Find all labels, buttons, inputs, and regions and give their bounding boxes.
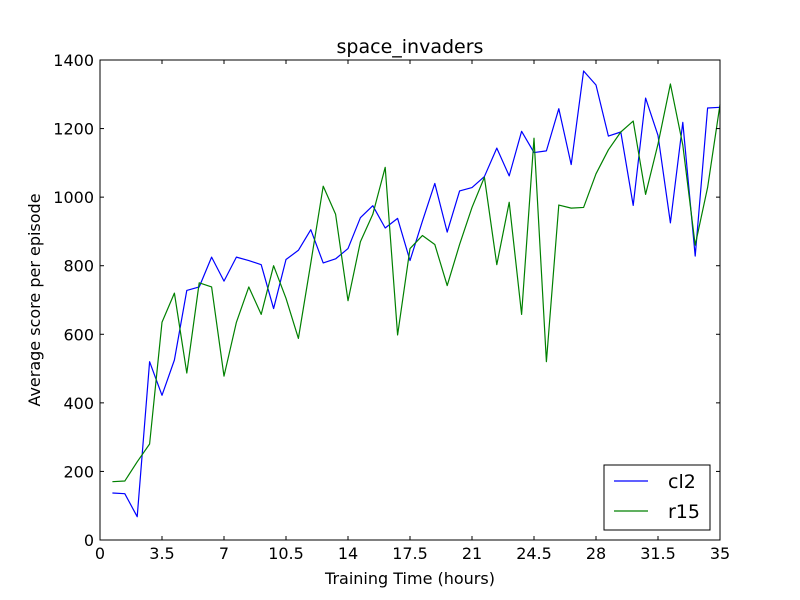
x-tick-label: 35 <box>710 544 730 563</box>
x-tick-label: 21 <box>462 544 482 563</box>
x-tick-label: 24.5 <box>516 544 552 563</box>
x-tick-label: 3.5 <box>149 544 174 563</box>
x-axis-label: Training Time (hours) <box>324 569 495 588</box>
ticks-layer: 0 3.5 7 10.5 14 17.5 21 24.5 28 31.5 35 0 200 400 600 8… <box>53 51 730 563</box>
y-tick-label: 600 <box>63 325 94 344</box>
x-tick-label: 28 <box>586 544 606 563</box>
y-tick-label: 200 <box>63 462 94 481</box>
chart-title: space_invaders <box>337 36 484 58</box>
x-tick-label: 31.5 <box>640 544 676 563</box>
legend: cl2 r15 <box>603 464 711 531</box>
y-axis-label: Average score per episode <box>25 193 44 406</box>
x-tick-label: 14 <box>338 544 358 563</box>
y-tick-label: 1000 <box>53 188 94 207</box>
y-tick-label: 1200 <box>53 120 94 139</box>
y-tick-label: 400 <box>63 394 94 413</box>
y-tick-label: 0 <box>84 531 94 550</box>
legend-box <box>603 464 711 531</box>
y-tick-label: 1400 <box>53 51 94 70</box>
y-tick-label: 800 <box>63 257 94 276</box>
x-tick-label: 7 <box>219 544 229 563</box>
series-line-cl2 <box>112 70 721 518</box>
x-tick-label: 0 <box>95 544 105 563</box>
x-tick-label: 10.5 <box>268 544 304 563</box>
series-line-r15 <box>112 83 721 483</box>
series-layer <box>112 70 721 518</box>
legend-label-r15: r15 <box>668 501 700 523</box>
x-tick-label: 17.5 <box>392 544 428 563</box>
legend-label-cl2: cl2 <box>668 471 696 493</box>
